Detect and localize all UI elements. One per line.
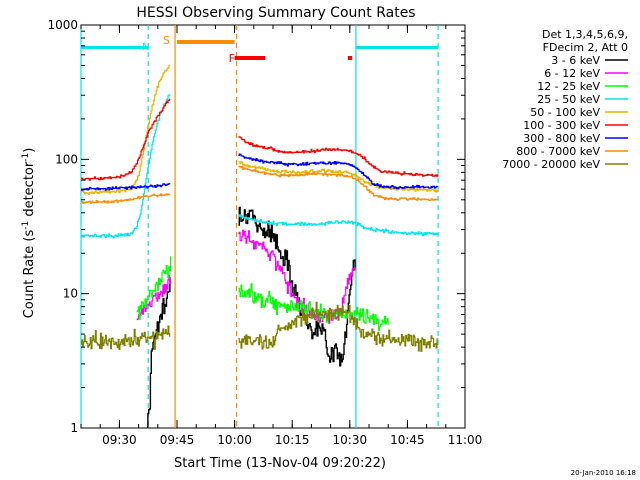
x-tick-label-2: 10:00 xyxy=(217,433,252,447)
legend-header-2: FDecim 2, Att 0 xyxy=(543,41,628,54)
series-4-segment-0 xyxy=(81,64,171,195)
series-0-segment-0 xyxy=(147,277,171,428)
x-tick-label-1: 09:45 xyxy=(160,433,195,447)
y-tick-label-1: 10 xyxy=(63,287,78,301)
series-8-segment-0 xyxy=(81,325,171,351)
y-axis: 1 10 100 1000 xyxy=(47,18,465,435)
n-label: N xyxy=(142,42,149,53)
x-axis: 09:30 09:45 10:00 10:15 10:30 10:45 11:00 xyxy=(80,25,483,447)
x-tick-label-3: 10:15 xyxy=(275,433,310,447)
plot-area xyxy=(80,24,466,429)
legend-label-7: 800 - 7000 keV xyxy=(516,145,600,158)
y-axis-label-sup1: -1 xyxy=(21,221,31,230)
series-6-segment-1 xyxy=(238,153,439,190)
y-axis-label-mid: detector xyxy=(22,161,37,221)
series-5-segment-1 xyxy=(238,136,439,177)
y-tick-label-0: 1 xyxy=(70,421,78,435)
y-tick-label-3: 1000 xyxy=(47,18,78,32)
series-2-segment-1 xyxy=(238,283,389,331)
series-2-segment-0 xyxy=(136,256,172,320)
x-axis-label: Start Time (13-Nov-04 09:20:22) xyxy=(174,456,386,471)
x-tick-label-4: 10:30 xyxy=(333,433,368,447)
footer-date: 20-Jan-2010 16:18 xyxy=(571,469,636,477)
legend-label-0: 3 - 6 keV xyxy=(551,54,600,67)
x-tick-label-6: 11:00 xyxy=(448,433,483,447)
legend-header-1: Det 1,3,4,5,6,9, xyxy=(542,28,628,41)
flag-label-0: S xyxy=(163,34,170,47)
x-tick-label-0: 09:30 xyxy=(102,433,137,447)
y-axis-label-main: Count Rate (s xyxy=(22,230,37,319)
series-8-segment-1 xyxy=(238,301,439,352)
series-1-segment-1 xyxy=(238,229,356,324)
legend-label-3: 25 - 50 keV xyxy=(537,93,600,106)
plot-frame xyxy=(80,24,466,429)
legend-label-2: 12 - 25 keV xyxy=(537,80,600,93)
flag-bars: S F N xyxy=(142,34,353,65)
legend-label-5: 100 - 300 keV xyxy=(523,119,600,132)
series-3-segment-0 xyxy=(81,94,171,239)
y-tick-label-2: 100 xyxy=(55,152,78,166)
series-6-segment-0 xyxy=(81,183,171,191)
series-7-segment-1 xyxy=(238,165,439,201)
legend-label-4: 50 - 100 keV xyxy=(530,106,600,119)
series-0-segment-1 xyxy=(238,206,356,367)
y-axis-label: Count Rate (s-1 detector-1) xyxy=(21,148,37,319)
flag-label-1: F xyxy=(229,52,235,65)
x-tick-label-5: 10:45 xyxy=(390,433,425,447)
legend-label-6: 300 - 800 keV xyxy=(523,132,600,145)
chart-title: HESSI Observing Summary Count Rates xyxy=(136,5,415,21)
legend: Det 1,3,4,5,6,9, FDecim 2, Att 0 3 - 6 k… xyxy=(502,28,628,171)
series-7-segment-0 xyxy=(81,193,171,204)
legend-label-1: 6 - 12 keV xyxy=(544,67,600,80)
series-3-segment-1 xyxy=(238,214,439,237)
y-axis-label-sup2: -1 xyxy=(21,153,31,162)
series-1-segment-0 xyxy=(136,274,172,321)
series-5-segment-0 xyxy=(81,98,171,181)
series-lines xyxy=(81,64,439,428)
series-4-segment-1 xyxy=(238,161,439,193)
legend-label-8: 7000 - 20000 keV xyxy=(502,158,600,171)
vertical-markers xyxy=(80,25,439,428)
y-axis-label-end: ) xyxy=(22,148,37,153)
